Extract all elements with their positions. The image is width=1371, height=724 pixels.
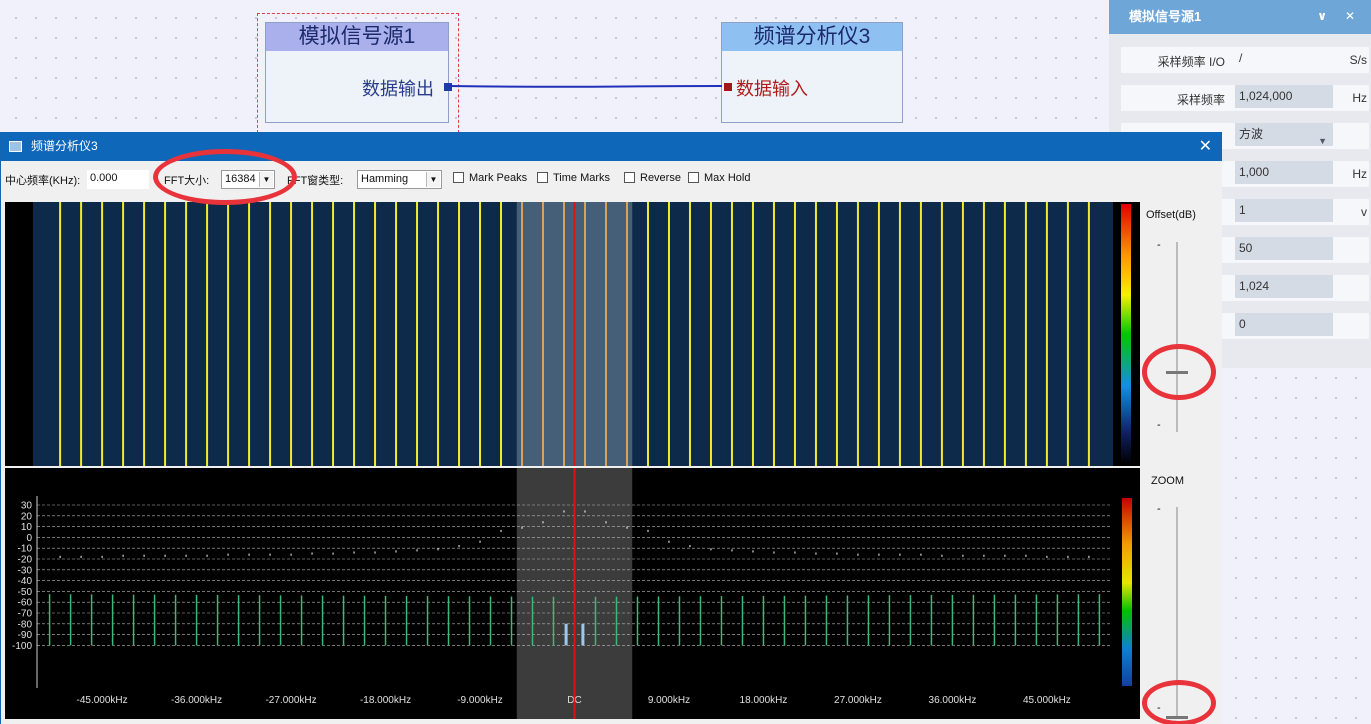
x-tick-label: -36.000kHz xyxy=(171,695,222,706)
time-marks-checkbox[interactable] xyxy=(537,172,548,183)
property-value[interactable]: 1,024 xyxy=(1235,275,1333,298)
x-tick-label: 18.000kHz xyxy=(740,695,788,706)
x-tick-label: 45.000kHz xyxy=(1023,695,1071,706)
window-title: 频谱分析仪3 xyxy=(31,139,98,153)
properties-title: 模拟信号源1 xyxy=(1129,9,1202,24)
property-value-text: 方波 xyxy=(1239,127,1264,141)
fft-window-select[interactable]: Hamming ▼ xyxy=(357,170,442,189)
analyzer-node[interactable]: 频谱分析仪3 数据输入 xyxy=(721,22,903,123)
chevron-down-icon[interactable]: ▼ xyxy=(1318,136,1327,146)
offset-slider-track[interactable] xyxy=(1176,242,1178,432)
property-value-text: 1,000 xyxy=(1239,165,1270,179)
spectrum-plot[interactable]: 30 20 10 0 -10 -20 -30 -40 -50 -60 -70 -80 -90 -100 -4… xyxy=(5,468,1140,719)
x-tick-label: -18.000kHz xyxy=(360,695,411,706)
x-tick-label: 27.000kHz xyxy=(834,695,882,706)
x-tick-label: -45.000kHz xyxy=(77,695,128,706)
source-node-title: 模拟信号源1 xyxy=(266,23,448,51)
y-tick-label: 30 xyxy=(21,501,33,512)
property-value-text: 1,024 xyxy=(1239,279,1270,293)
zoom-max-mark: - xyxy=(1157,503,1161,515)
waterfall-display[interactable] xyxy=(5,202,1140,466)
offset-label: Offset(dB) xyxy=(1146,209,1196,221)
x-tick-label: -27.000kHz xyxy=(265,695,316,706)
annotation-circle xyxy=(153,149,297,205)
mark-peaks-checkbox[interactable] xyxy=(453,172,464,183)
property-value[interactable]: 0 xyxy=(1235,313,1333,336)
property-value-text: 1 xyxy=(1239,203,1246,217)
fft-window-value: Hamming xyxy=(361,173,409,185)
property-label: 采样频率 I/O xyxy=(1157,55,1225,69)
center-freq-label: 中心频率(KHz): xyxy=(5,175,81,187)
time-marks-label: Time Marks xyxy=(553,172,611,184)
source-port-label: 数据输出 xyxy=(362,79,434,99)
annotation-circle xyxy=(1142,680,1216,724)
max-hold-checkbox[interactable] xyxy=(688,172,699,183)
property-row[interactable]: 采样频率 1,024,000 Hz xyxy=(1121,85,1369,111)
property-value[interactable]: 1 xyxy=(1235,199,1333,222)
y-tick-label: -50 xyxy=(18,587,33,598)
property-value[interactable]: 1,024,000 xyxy=(1235,85,1333,108)
connection-line[interactable] xyxy=(0,0,1371,140)
y-tick-label: -60 xyxy=(18,598,33,609)
offset-min-mark: - xyxy=(1157,419,1161,431)
property-value[interactable]: 方波 ▼ xyxy=(1235,123,1333,146)
analyzer-node-title: 频谱分析仪3 xyxy=(722,23,902,51)
zoom-slider-track[interactable] xyxy=(1176,507,1178,719)
analyzer-port-label: 数据输入 xyxy=(736,79,808,99)
waterfall-colorbar xyxy=(1121,204,1131,464)
property-unit: v xyxy=(1361,205,1367,219)
window-icon xyxy=(9,141,22,152)
property-unit: Hz xyxy=(1352,167,1367,181)
property-unit: Hz xyxy=(1352,91,1367,105)
spectrum-colorbar xyxy=(1122,498,1132,686)
property-value-text: 0 xyxy=(1239,317,1246,331)
y-tick-label: -100 xyxy=(12,641,32,652)
y-tick-label: -80 xyxy=(18,619,33,630)
input-port[interactable] xyxy=(724,83,732,91)
max-hold-label: Max Hold xyxy=(704,172,751,184)
property-value[interactable]: 1,000 xyxy=(1235,161,1333,184)
property-label: 采样频率 xyxy=(1176,93,1225,107)
property-value-text: / xyxy=(1239,51,1243,65)
reverse-checkbox[interactable] xyxy=(624,172,635,183)
chevron-down-icon[interactable]: ▼ xyxy=(426,172,440,187)
y-tick-label: 20 xyxy=(21,511,33,522)
source-node[interactable]: 模拟信号源1 数据输出 xyxy=(265,22,452,123)
y-tick-label: -90 xyxy=(18,630,33,641)
y-tick-label: 10 xyxy=(21,522,33,533)
mark-peaks-label: Mark Peaks xyxy=(469,172,528,184)
close-icon[interactable]: ✕ xyxy=(1344,9,1355,23)
y-tick-label: 0 xyxy=(26,533,32,544)
y-tick-label: -20 xyxy=(18,555,33,566)
reverse-label: Reverse xyxy=(640,172,681,184)
property-value[interactable]: 50 xyxy=(1235,237,1333,260)
center-freq-input[interactable]: 0.000 xyxy=(87,170,149,189)
collapse-icon[interactable]: ∨ xyxy=(1317,9,1327,23)
offset-max-mark: - xyxy=(1157,239,1161,251)
property-value[interactable]: / xyxy=(1235,47,1333,70)
property-value-text: 50 xyxy=(1239,241,1253,255)
fft-window-label: FFT窗类型: xyxy=(287,175,344,187)
property-unit: S/s xyxy=(1349,53,1367,67)
right-controls: Offset(dB) - - ZOOM - - xyxy=(1141,197,1223,724)
property-row[interactable]: 采样频率 I/O / S/s xyxy=(1121,47,1369,73)
properties-header: 模拟信号源1 ∨ ✕ xyxy=(1109,0,1371,34)
property-value-text: 1,024,000 xyxy=(1239,89,1293,103)
output-port[interactable] xyxy=(444,83,452,91)
x-tick-label: 36.000kHz xyxy=(929,695,977,706)
y-tick-label: -10 xyxy=(18,544,33,555)
x-tick-label: -9.000kHz xyxy=(457,695,503,706)
window-close-icon[interactable]: ✕ xyxy=(1198,138,1212,155)
y-tick-label: -70 xyxy=(18,609,33,620)
y-tick-label: -40 xyxy=(18,576,33,587)
spectrum-analyzer-window: 频谱分析仪3 ✕ 中心频率(KHz): 0.000 FFT大小: 16384 ▼… xyxy=(0,132,1222,724)
annotation-circle xyxy=(1142,344,1216,400)
zoom-label: ZOOM xyxy=(1151,475,1184,487)
y-tick-label: -30 xyxy=(18,565,33,576)
x-tick-label: 9.000kHz xyxy=(648,695,690,706)
